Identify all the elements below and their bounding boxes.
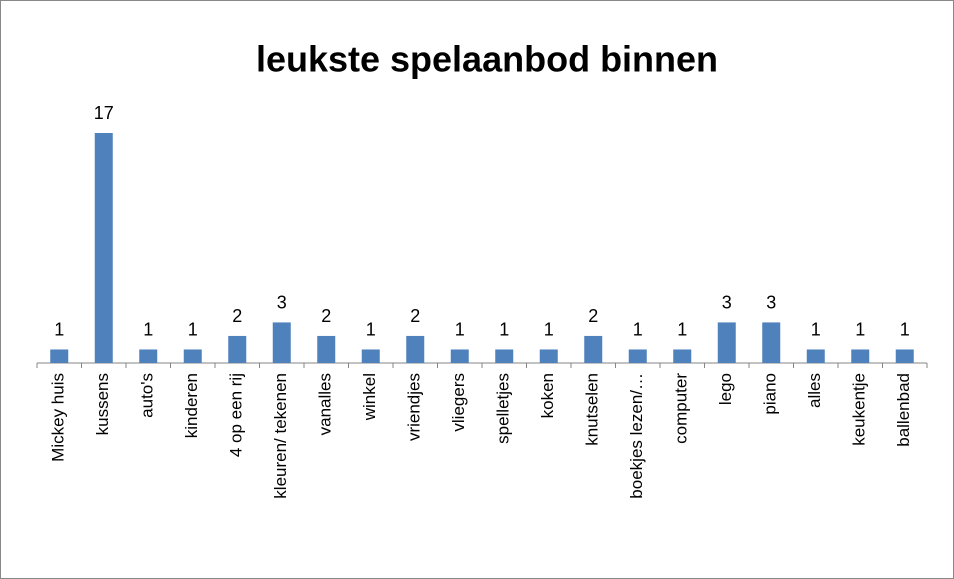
- bar: [539, 349, 558, 363]
- data-label: 1: [633, 319, 643, 339]
- chart-title: leukste spelaanbod binnen: [256, 39, 718, 80]
- data-label: 17: [94, 103, 114, 123]
- bar: [183, 349, 202, 363]
- bar: [806, 349, 825, 363]
- data-label: 3: [766, 292, 776, 312]
- bar: [361, 349, 380, 363]
- bar: [762, 322, 781, 363]
- x-tick-label: auto's: [138, 373, 157, 418]
- x-tick-label: 4 op een rij: [227, 373, 246, 457]
- data-label: 1: [188, 319, 198, 339]
- x-tick-label: kinderen: [182, 373, 201, 438]
- data-label: 1: [499, 319, 509, 339]
- x-tick-label: vanalles: [316, 373, 335, 435]
- bar: [495, 349, 514, 363]
- data-label: 2: [232, 306, 242, 326]
- x-tick-label: spelletjes: [494, 373, 513, 444]
- data-label: 1: [855, 319, 865, 339]
- x-tick-label: keukentje: [850, 373, 869, 446]
- bar: [406, 335, 425, 363]
- x-tick-label: lego: [716, 373, 735, 405]
- bar: [139, 349, 158, 363]
- bar: [673, 349, 692, 363]
- x-tick-label: ballenbad: [894, 373, 913, 447]
- data-label: 2: [410, 306, 420, 326]
- bar: [50, 349, 69, 363]
- bar: [717, 322, 736, 363]
- data-label: 1: [455, 319, 465, 339]
- data-label: 1: [544, 319, 554, 339]
- bar: [851, 349, 870, 363]
- x-tick-label: boekjes lezen/…: [627, 373, 646, 499]
- x-tick-label: Mickey huis: [49, 373, 68, 462]
- data-label: 1: [54, 319, 64, 339]
- x-tick-label: piano: [761, 373, 780, 415]
- bar: [317, 335, 336, 363]
- bar: [895, 349, 914, 363]
- bar: [272, 322, 291, 363]
- data-label: 2: [321, 306, 331, 326]
- x-tick-label: koken: [538, 373, 557, 418]
- bar: [94, 133, 113, 363]
- data-label: 1: [900, 319, 910, 339]
- bar: [584, 335, 603, 363]
- bar: [628, 349, 647, 363]
- data-label: 1: [811, 319, 821, 339]
- x-tick-label: alles: [805, 373, 824, 408]
- x-tick-label: vliegers: [449, 373, 468, 432]
- data-label: 3: [277, 292, 287, 312]
- bar: [450, 349, 469, 363]
- x-tick-label: knutselen: [583, 373, 602, 446]
- x-tick-label: kleuren/ tekenen: [271, 373, 290, 499]
- x-tick-label: vriendjes: [405, 373, 424, 441]
- data-label: 3: [722, 292, 732, 312]
- data-label: 1: [677, 319, 687, 339]
- x-tick-label: computer: [672, 373, 691, 444]
- data-label: 1: [143, 319, 153, 339]
- bar: [228, 335, 247, 363]
- x-tick-label: kussens: [93, 373, 112, 435]
- x-tick-label: winkel: [360, 373, 379, 421]
- data-label: 1: [366, 319, 376, 339]
- data-label: 2: [588, 306, 598, 326]
